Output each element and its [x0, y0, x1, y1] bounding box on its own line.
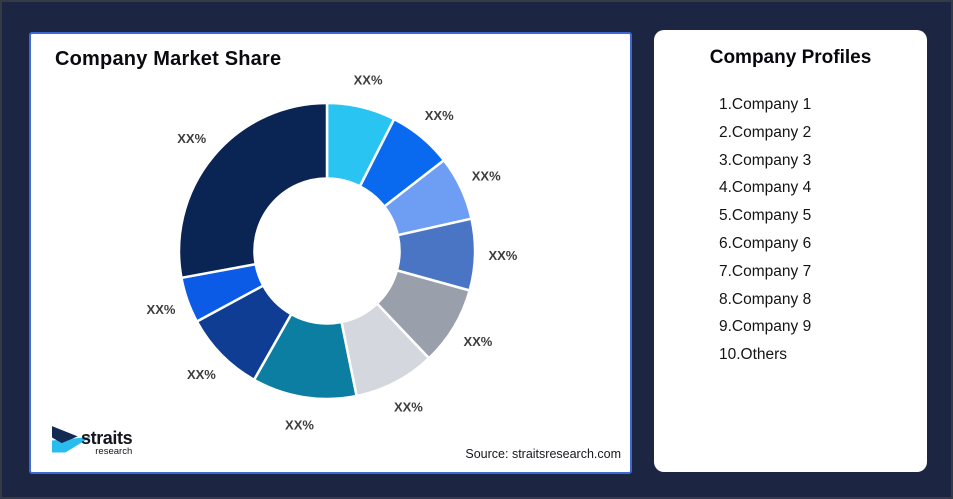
- market-share-card: Company Market Share XX% XX% XX% XX% XX% XX% X…: [29, 32, 632, 474]
- segment-value-label: XX%: [488, 248, 517, 263]
- profile-list-item: 6.Company 6: [719, 234, 812, 252]
- logo-navy-arrow-icon: [52, 426, 78, 444]
- profile-list-item: 5.Company 5: [719, 207, 812, 225]
- profiles-list: 1.Company 1 2.Company 2 3.Company 3 4.Compa…: [654, 91, 927, 369]
- segment-value-label: XX%: [354, 72, 383, 87]
- donut-segment: [177, 101, 329, 280]
- logo-subtitle: research: [95, 446, 133, 457]
- segment-value-label: XX%: [394, 400, 423, 415]
- logo-text: straits research: [81, 428, 133, 457]
- profile-list-item: 1.Company 1: [719, 96, 812, 113]
- profile-list-item: 9.Company 9: [719, 318, 812, 336]
- chart-title: Company Market Share: [55, 48, 282, 70]
- source-text: Source: straitsresearch.com: [465, 447, 621, 461]
- logo-name: straits: [81, 428, 133, 448]
- profile-list-item: 8.Company 8: [719, 290, 812, 308]
- segment-value-label: XX%: [187, 367, 216, 382]
- straits-research-logo: straits research: [52, 426, 133, 457]
- profile-list-item: 10.Others: [719, 346, 788, 364]
- logo-mark-icon: [52, 426, 91, 453]
- profile-list-item: 3.Company 3: [719, 151, 812, 169]
- segment-value-label: XX%: [285, 417, 314, 432]
- segment-value-label: XX%: [177, 131, 206, 146]
- company-profiles-card: Company Profiles 1.Company 1 2.Company 2 3…: [654, 30, 927, 472]
- segment-value-label: XX%: [147, 302, 176, 317]
- segment-value-label: XX%: [425, 108, 454, 123]
- profile-list-item: 4.Company 4: [719, 179, 812, 197]
- segment-value-label: XX%: [463, 334, 492, 349]
- profile-list-item: 2.Company 2: [719, 123, 812, 141]
- donut-chart: XX% XX% XX% XX% XX% XX% XX% XX% XX% XX%: [147, 72, 518, 432]
- profiles-title: Company Profiles: [709, 47, 872, 68]
- profile-list-item: 7.Company 7: [719, 262, 812, 280]
- segment-value-label: XX%: [472, 169, 501, 184]
